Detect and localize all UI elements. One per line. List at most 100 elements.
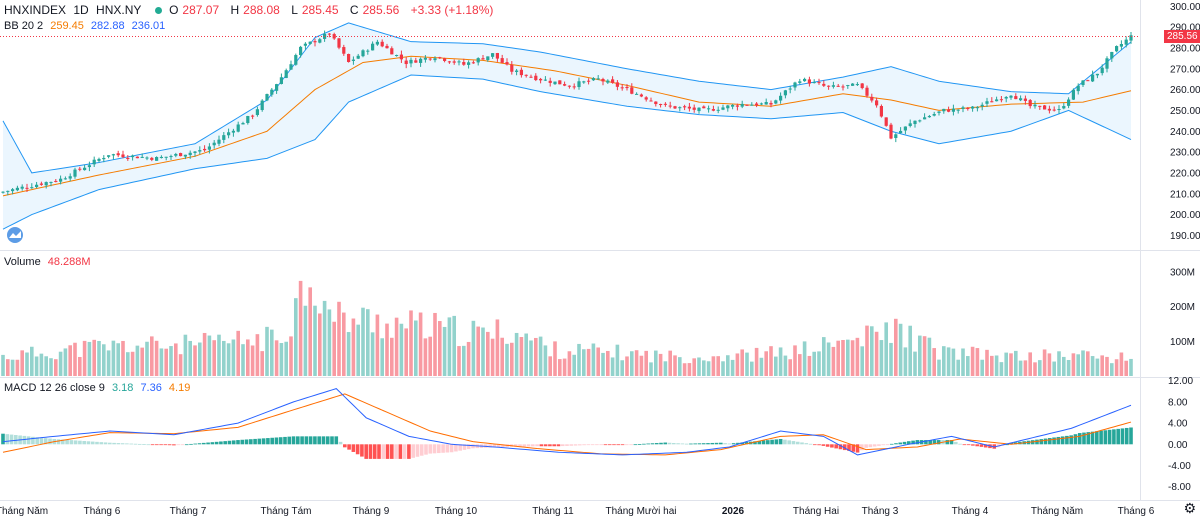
macd-histogram-bar — [616, 444, 621, 446]
volume-bar — [471, 320, 476, 376]
macd-histogram-bar — [966, 444, 971, 446]
candle-body — [625, 86, 629, 89]
candle-body — [39, 183, 43, 185]
macd-histogram-bar — [795, 441, 800, 445]
time-axis[interactable]: Tháng Năm Tháng 6 Tháng 7 Tháng Tám Tháng 9 T… — [0, 506, 1155, 517]
macd-histogram-bar — [197, 443, 202, 445]
volume-bar — [39, 353, 44, 376]
volume-bar — [865, 325, 869, 376]
candle-body — [591, 78, 595, 81]
volume-bar — [188, 340, 192, 376]
macd-histogram-bar — [43, 438, 48, 445]
bb-lower-line — [2, 74, 1132, 230]
gear-icon[interactable]: ⚙ — [1183, 500, 1196, 516]
volume-bar — [610, 357, 615, 376]
macd-histogram-bar — [1073, 434, 1078, 445]
candle-body — [951, 108, 955, 112]
macd-histogram-bar — [31, 436, 35, 445]
macd-histogram-bar — [129, 443, 133, 445]
volume-bar — [586, 348, 591, 376]
last-price-tag: 285.56 — [1164, 30, 1200, 43]
candle-body — [1076, 85, 1080, 92]
tradingview-logo-icon[interactable] — [6, 227, 24, 243]
candle-body — [83, 167, 87, 171]
price-axis[interactable]: 190.00 200.00 210.00 220.00 230.00 240.00 250.… — [1170, 2, 1200, 242]
volume-bar — [879, 340, 884, 376]
macd-histogram-bar — [872, 444, 877, 447]
volume-bar — [826, 342, 831, 376]
volume-name[interactable]: Volume — [4, 256, 41, 268]
macd-histogram-bar — [672, 442, 676, 445]
macd-histogram-bar — [612, 444, 616, 446]
volume-legend[interactable]: Volume 48.288M — [4, 256, 95, 268]
time-tick-label: Tháng Tám — [261, 506, 312, 517]
volume-bar — [308, 287, 312, 376]
candle-body — [486, 56, 490, 60]
macd-histogram-bar — [116, 443, 121, 445]
candle-body — [1095, 73, 1099, 76]
volume-bar — [174, 343, 178, 376]
macd-histogram-bar — [1120, 428, 1125, 445]
symbol-name[interactable]: HNXINDEX — [4, 3, 67, 17]
volume-bar — [207, 335, 212, 376]
volume-bar — [135, 345, 140, 376]
macd-histogram-bar — [278, 437, 283, 445]
macd-histogram-bar — [565, 444, 569, 446]
volume-bar — [241, 344, 245, 376]
symbol-legend[interactable]: HNXINDEX 1D HNX.NY O 287.07 H 288.08 L 285.… — [4, 3, 497, 17]
candle-body — [615, 82, 619, 87]
volume-bar — [802, 341, 807, 376]
bb-name[interactable]: BB 20 2 — [4, 20, 44, 32]
macd-histogram-bar — [1069, 435, 1073, 445]
macd-histogram-bar — [868, 444, 873, 448]
macd-histogram-bar — [368, 444, 373, 459]
macd-tick-label: -8.00 — [1168, 482, 1191, 493]
macd-histogram-bar — [1048, 438, 1052, 445]
volume-bar — [562, 358, 567, 376]
macd-histogram-bar — [633, 444, 638, 446]
candle-body — [721, 107, 725, 110]
interval[interactable]: 1D — [73, 3, 89, 17]
volume-bar — [495, 319, 500, 376]
volume-bar — [841, 340, 845, 376]
candle-body — [740, 103, 744, 107]
macd-legend[interactable]: MACD 12 26 close 9 3.18 7.36 4.19 — [4, 382, 194, 394]
volume-bar — [457, 346, 461, 376]
candle-body — [783, 90, 787, 96]
volume-axis: 100M 200M 300M — [1170, 267, 1195, 347]
volume-bar — [1110, 363, 1114, 376]
candle-body — [745, 104, 749, 106]
volume-bar — [73, 342, 77, 376]
volume-bar — [884, 322, 888, 376]
price-tick-label: 200.00 — [1170, 210, 1200, 221]
macd-histogram-bar — [372, 444, 377, 459]
volume-bar — [591, 343, 596, 376]
macd-line-value: 7.36 — [140, 382, 162, 394]
macd-histogram-bar — [95, 441, 99, 445]
macd-histogram-bar — [744, 442, 749, 445]
macd-histogram-bar — [441, 444, 445, 453]
candle-body — [385, 45, 389, 49]
macd-histogram-bar — [1065, 435, 1069, 445]
candle-body — [337, 38, 341, 48]
volume-bar — [322, 300, 327, 376]
macd-histogram-bar — [86, 441, 91, 445]
candle-body — [313, 41, 317, 43]
macd-histogram-bar — [300, 436, 304, 445]
macd-histogram-bar — [206, 442, 210, 445]
volume-bar — [481, 327, 485, 376]
candle-body — [980, 104, 984, 107]
volume-bar — [994, 355, 999, 376]
bb-legend[interactable]: BB 20 2 259.45 282.88 236.01 — [4, 20, 169, 32]
candle-body — [558, 80, 562, 85]
macd-name[interactable]: MACD 12 26 close 9 — [4, 382, 105, 394]
volume-bar — [572, 354, 576, 376]
volume-bar — [870, 326, 874, 376]
macd-histogram-bar — [351, 444, 356, 452]
volume-bar — [558, 359, 562, 376]
volume-bar — [150, 336, 154, 376]
candle-body — [759, 103, 763, 105]
volume-bar — [654, 350, 658, 376]
candle-body — [913, 120, 917, 125]
